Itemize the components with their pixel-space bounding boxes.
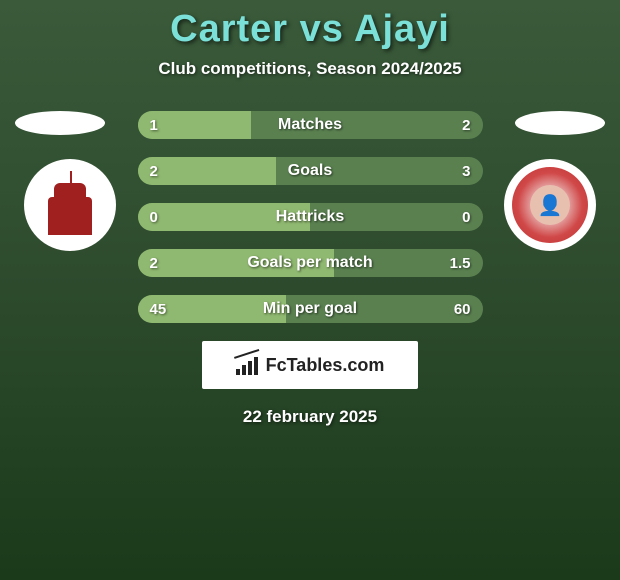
footer-date: 22 february 2025	[0, 407, 620, 427]
club-logo-right: 👤	[504, 159, 596, 251]
stat-label: Min per goal	[138, 295, 483, 323]
stats-list: 1 Matches 2 2 Goals 3 0 Hattricks 0 2 Go…	[138, 111, 483, 323]
stat-value-right: 3	[462, 157, 470, 185]
bar-chart-icon	[236, 355, 260, 375]
page-subtitle: Club competitions, Season 2024/2025	[0, 59, 620, 79]
stat-label: Goals	[138, 157, 483, 185]
stat-row: 45 Min per goal 60	[138, 295, 483, 323]
player-right-ellipse	[515, 111, 605, 135]
player-left-ellipse	[15, 111, 105, 135]
stat-row: 0 Hattricks 0	[138, 203, 483, 231]
club-logo-left	[24, 159, 116, 251]
comparison-panel: 👤 1 Matches 2 2 Goals 3 0 Hattricks 0 2 …	[0, 111, 620, 427]
stat-row: 2 Goals 3	[138, 157, 483, 185]
stat-value-right: 2	[462, 111, 470, 139]
crest-icon: 👤	[512, 167, 588, 243]
stat-label: Hattricks	[138, 203, 483, 231]
stat-row: 2 Goals per match 1.5	[138, 249, 483, 277]
stat-label: Matches	[138, 111, 483, 139]
stat-value-right: 60	[454, 295, 471, 323]
page-title: Carter vs Ajayi	[0, 0, 620, 51]
tower-icon	[40, 175, 100, 235]
branding-text: FcTables.com	[266, 355, 385, 376]
stat-value-right: 1.5	[450, 249, 471, 277]
stat-value-right: 0	[462, 203, 470, 231]
stat-row: 1 Matches 2	[138, 111, 483, 139]
branding-badge: FcTables.com	[202, 341, 418, 389]
stat-label: Goals per match	[138, 249, 483, 277]
